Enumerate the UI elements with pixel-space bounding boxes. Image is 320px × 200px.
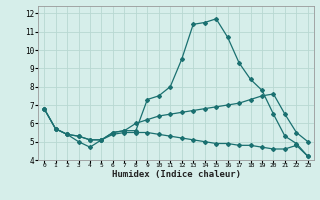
X-axis label: Humidex (Indice chaleur): Humidex (Indice chaleur): [111, 170, 241, 179]
